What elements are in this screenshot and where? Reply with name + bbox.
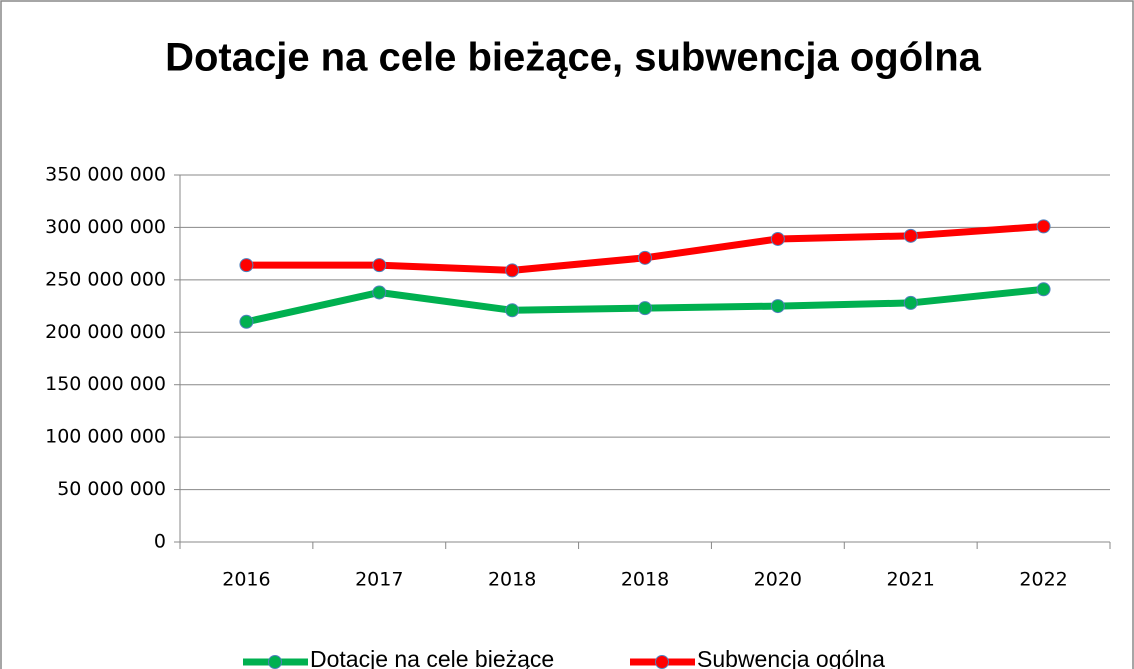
y-tick-label: 350 000 000 (45, 164, 166, 186)
y-tick-label: 200 000 000 (45, 321, 166, 343)
data-point (903, 295, 918, 310)
chart-title: Dotacje na cele bieżące, subwencja ogóln… (165, 36, 982, 80)
legend-label: Subwencja ogólna (697, 646, 885, 669)
data-point (372, 285, 387, 300)
data-point (505, 263, 520, 278)
y-tick-label: 250 000 000 (45, 268, 166, 290)
data-point (1036, 219, 1051, 234)
x-tick-label: 2020 (754, 569, 802, 591)
legend-label: Dotacje na cele bieżące (310, 646, 554, 669)
data-point (903, 228, 918, 243)
x-tick-label: 2018 (488, 569, 536, 591)
data-point (372, 258, 387, 273)
legend-marker (655, 655, 669, 669)
data-point (770, 231, 785, 246)
y-tick-label: 50 000 000 (57, 478, 166, 500)
legend-marker (268, 655, 282, 669)
x-tick-label: 2022 (1019, 569, 1067, 591)
data-point (638, 250, 652, 265)
x-tick-label: 2021 (887, 569, 935, 591)
x-tick-label: 2018 (621, 569, 669, 591)
y-tick-label: 150 000 000 (45, 373, 166, 395)
x-tick-label: 2017 (355, 569, 403, 591)
y-tick-label: 100 000 000 (45, 426, 166, 448)
data-point (505, 303, 520, 318)
data-point (770, 299, 785, 314)
data-point (239, 314, 254, 329)
x-tick-label: 2016 (222, 569, 270, 591)
data-point (239, 258, 254, 273)
data-point (1036, 282, 1051, 297)
y-tick-label: 0 (154, 531, 166, 553)
y-tick-label: 300 000 000 (45, 216, 166, 238)
data-point (638, 301, 652, 316)
